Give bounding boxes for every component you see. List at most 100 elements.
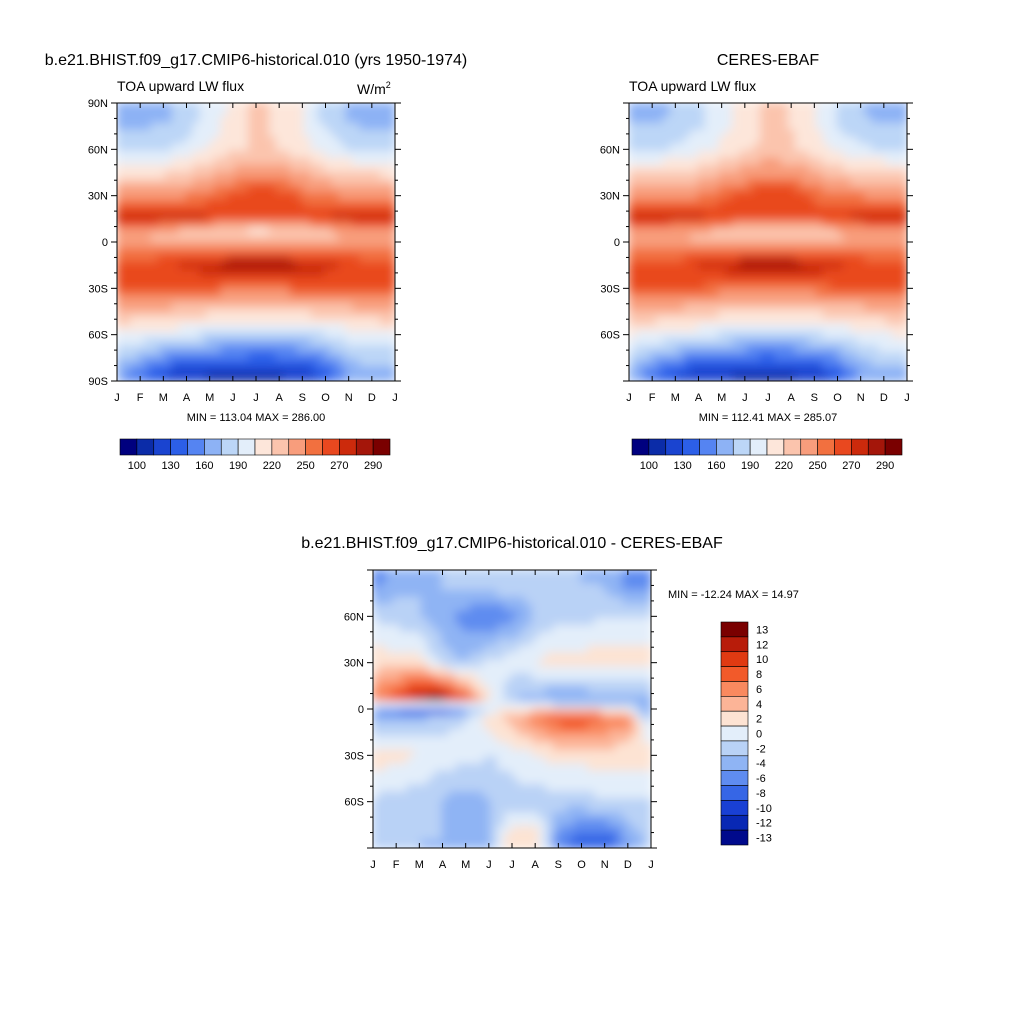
contour-cell [829,164,839,174]
contour-cell [164,115,174,125]
contour-cell [794,199,804,209]
contour-cell [864,345,874,355]
contour-cell [636,617,646,627]
contour-cell [517,791,527,801]
contour-cell [704,289,714,299]
contour-cell [655,310,665,320]
contour-cell [780,136,790,146]
contour-cell [331,338,341,348]
contour-cell [662,192,672,202]
contour-cell [899,247,907,257]
contour-cell [836,115,846,125]
contour-cell [843,129,853,139]
contour-cell [573,631,583,641]
contour-cell [399,756,409,766]
contour-cell [753,275,763,285]
contour-cell [676,310,686,320]
contour-cell [185,345,195,355]
contour-cell [697,115,707,125]
contour-cell [725,366,735,376]
contour-cell [648,108,658,118]
contour-cell [178,254,188,264]
contour-cell [801,331,811,341]
contour-cell [129,296,139,306]
contour-cell [255,261,264,271]
contour-cell [885,296,895,306]
contour-cell [843,303,853,313]
contour-cell [199,213,209,223]
contour-cell [380,143,390,153]
contour-cell [427,570,437,578]
contour-cell [359,164,369,174]
contour-cell [406,666,416,676]
contour-cell [517,770,527,780]
contour-cell [373,582,381,592]
contour-cell [573,666,583,676]
contour-cell [801,192,811,202]
contour-cell [385,603,395,613]
contour-cell [275,108,285,118]
contour-cell [524,742,534,752]
contour-cell [552,610,562,620]
contour-cell [255,289,264,299]
contour-cell [559,638,569,648]
contour-cell [157,192,167,202]
contour-cell [573,603,583,613]
contour-cell [545,721,555,731]
contour-cell [662,317,672,327]
colorbar-swatch [867,438,886,456]
contour-cell [829,359,839,369]
contour-cell [338,317,348,327]
contour-cell [760,103,769,111]
contour-cell [373,331,383,341]
contour-cell [345,261,355,271]
contour-cell [469,819,479,829]
contour-cell [345,220,355,230]
contour-cell [385,728,395,738]
contour-cell [767,185,776,195]
contour-cell [385,777,395,787]
contour-cell [739,275,749,285]
contour-cell [794,331,804,341]
contour-cell [871,108,881,118]
contour-cell [622,673,632,683]
contour-cell [836,103,846,111]
contour-cell [746,150,756,160]
contour-cell [683,345,693,355]
contour-cell [427,589,437,599]
contour-cell [822,303,832,313]
contour-cell [892,268,902,278]
contour-cell [303,234,313,243]
contour-cell [427,659,437,669]
contour-cell [753,303,763,313]
contour-cell [143,115,153,125]
contour-cell [171,199,181,209]
contour-cell [641,199,651,209]
contour-cell [559,603,569,613]
contour-cell [476,638,486,648]
contour-cell [864,220,874,230]
contour-cell [241,199,251,209]
contour-cell [380,310,390,320]
contour-cell [655,192,665,202]
contour-cell [338,164,348,174]
contour-cell [206,275,216,285]
contour-cell [338,303,348,313]
contour-cell [697,164,707,174]
contour-cell [531,645,541,655]
contour-cell [373,171,383,181]
contour-cell [732,310,742,320]
contour-cell [683,103,693,111]
contour-cell [206,206,216,216]
contour-cell [760,220,769,230]
contour-cell [767,345,776,355]
contour-cell [629,296,637,306]
contour-cell [878,185,888,195]
contour-cell [469,575,479,585]
contour-cell [587,645,597,655]
contour-cell [739,108,749,118]
contour-cell [773,254,783,264]
contour-cell [220,143,230,153]
contour-cell [697,366,707,376]
contour-cell [885,241,895,250]
